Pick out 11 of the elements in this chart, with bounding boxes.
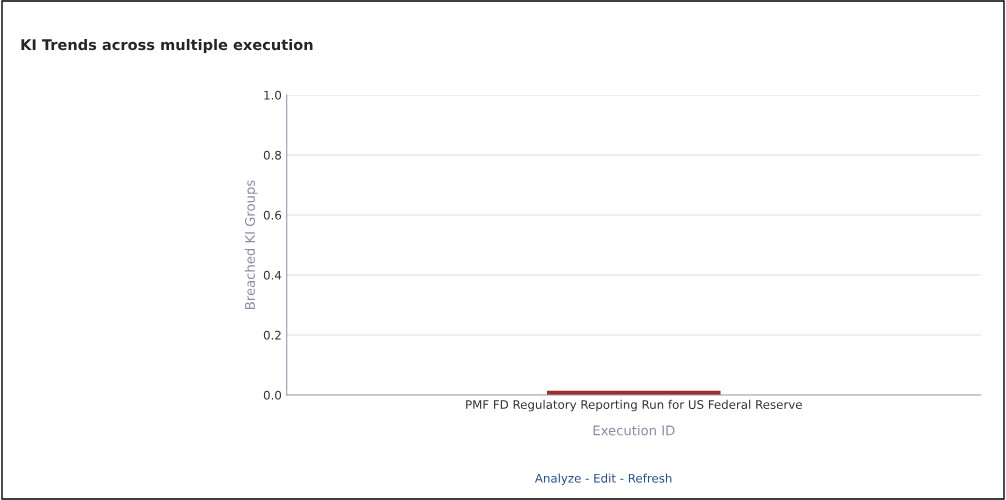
text: Analyze - Edit - Refresh bbox=[534, 473, 672, 485]
y-tick-label: 0.0 bbox=[263, 390, 282, 400]
x-tick-label: PMF FD Regulatory Reporting Run for US Federal Reserve bbox=[466, 399, 802, 412]
x-axis-title: Execution ID bbox=[593, 425, 675, 436]
y-tick-label: 0.4 bbox=[263, 270, 282, 280]
y-tick-label: 0.8 bbox=[263, 150, 282, 160]
y-tick-label: 0.6 bbox=[263, 210, 282, 220]
y-tick-label: 0.2 bbox=[263, 330, 281, 340]
text: KI Trends across multiple execution bbox=[21, 38, 313, 54]
y-axis-title: Breached KI Groups bbox=[244, 180, 258, 309]
y-tick-label: 1.0 bbox=[264, 90, 282, 100]
